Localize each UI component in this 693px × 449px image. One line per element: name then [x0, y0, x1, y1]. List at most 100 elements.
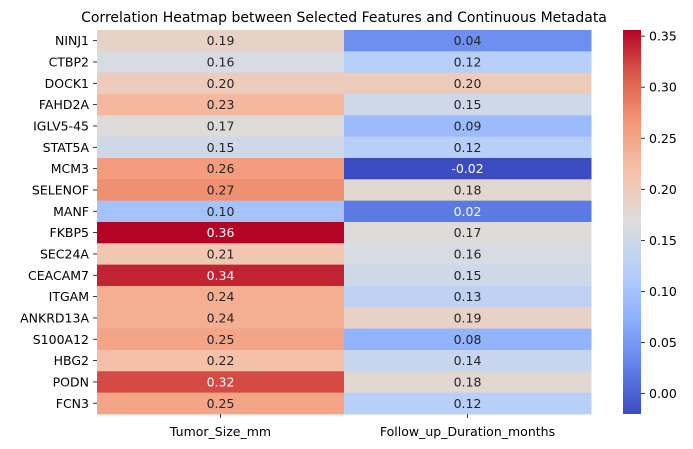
row-label: ANKRD13A — [20, 310, 89, 325]
chart-title: Correlation Heatmap between Selected Fea… — [81, 10, 607, 26]
row-label: CEACAM7 — [28, 268, 89, 283]
heatmap-cell — [344, 136, 592, 159]
cell-value-label: 0.13 — [454, 289, 482, 304]
colorbar-tick-label: 0.10 — [649, 284, 677, 299]
colorbar-tick-label: 0.35 — [649, 29, 677, 44]
heatmap-cell — [97, 371, 345, 394]
heatmap-cell — [97, 200, 345, 223]
cell-value-label: 0.12 — [454, 54, 482, 69]
cell-value-label: 0.04 — [454, 33, 482, 48]
column-label: Tumor_Size_mm — [169, 424, 271, 439]
cell-value-label: 0.08 — [454, 332, 482, 347]
heatmap-cell — [344, 115, 592, 138]
cell-value-label: -0.02 — [451, 161, 483, 176]
row-label: CTBP2 — [49, 54, 89, 69]
row-label: PODN — [53, 374, 89, 389]
heatmap-cell — [97, 392, 345, 415]
row-label: SELENOF — [32, 182, 89, 197]
heatmap-cell — [97, 349, 345, 372]
cell-value-label: 0.25 — [207, 332, 235, 347]
cell-value-label: 0.19 — [454, 310, 482, 325]
row-label: NINJ1 — [55, 33, 89, 48]
heatmap-cell — [344, 221, 592, 244]
heatmap-cell — [344, 157, 592, 180]
row-label: MCM3 — [51, 161, 89, 176]
cell-value-label: 0.16 — [207, 54, 235, 69]
heatmap-cell — [97, 179, 345, 202]
cell-value-label: 0.36 — [207, 225, 235, 240]
colorbar-tick-label: 0.15 — [649, 233, 677, 248]
heatmap-cell — [344, 200, 592, 223]
row-label: FCN3 — [56, 396, 89, 411]
cell-value-label: 0.17 — [207, 118, 235, 133]
row-label: STAT5A — [43, 140, 90, 155]
heatmap-cell — [344, 51, 592, 74]
row-label: DOCK1 — [45, 76, 89, 91]
row-labels: NINJ1 CTBP2 DOCK1 FAHD2A IGLV5-45 STAT5A MCM3 S… — [20, 33, 97, 411]
colorbar-bar — [623, 30, 641, 414]
heatmap-cell — [97, 264, 345, 287]
heatmap-cell — [344, 285, 592, 308]
row-label: SEC24A — [40, 246, 89, 261]
colorbar-tick-label: 0.00 — [649, 386, 677, 401]
column-label: Follow_up_Duration_months — [380, 424, 555, 439]
heatmap-cell — [97, 221, 345, 244]
colorbar-tick-label: 0.30 — [649, 80, 677, 95]
cell-value-label: 0.22 — [207, 353, 235, 368]
cell-value-label: 0.15 — [207, 140, 235, 155]
heatmap-cell — [344, 328, 592, 351]
colorbar-tick-label: 0.25 — [649, 131, 677, 146]
cell-value-label: 0.24 — [207, 310, 235, 325]
heatmap-cell — [97, 51, 345, 74]
heatmap-cell — [344, 30, 592, 52]
row-label: S100A12 — [33, 332, 89, 347]
cell-value-label: 0.14 — [454, 353, 482, 368]
cell-value-label: 0.20 — [207, 76, 235, 91]
heatmap-cell — [97, 243, 345, 266]
row-label: HBG2 — [54, 353, 89, 368]
cell-value-label: 0.34 — [207, 268, 235, 283]
cell-value-label: 0.27 — [207, 182, 235, 197]
cell-value-label: 0.23 — [207, 97, 235, 112]
cell-value-label: 0.15 — [454, 268, 482, 283]
heatmap-cell — [97, 328, 345, 351]
cell-value-label: 0.26 — [207, 161, 235, 176]
cell-value-label: 0.02 — [454, 204, 482, 219]
cell-value-label: 0.21 — [207, 246, 235, 261]
colorbar-tick-label: 0.05 — [649, 335, 677, 350]
cell-value-label: 0.24 — [207, 289, 235, 304]
cell-value-label: 0.15 — [454, 97, 482, 112]
heatmap-cell — [344, 371, 592, 394]
heatmap-cell — [344, 349, 592, 372]
cell-value-label: 0.25 — [207, 396, 235, 411]
heatmap-cell — [97, 136, 345, 159]
cell-value-label: 0.18 — [454, 182, 482, 197]
colorbar-ticks: 0.00 0.05 0.10 0.15 0.20 0.25 0.30 0.35 — [641, 29, 677, 401]
heatmap-cell — [344, 243, 592, 266]
heatmap-cell — [97, 30, 345, 52]
heatmap-cell — [97, 157, 345, 180]
cell-value-label: 0.32 — [207, 374, 235, 389]
cell-value-label: 0.17 — [454, 225, 482, 240]
heatmap-cell — [344, 264, 592, 287]
heatmap-cell — [97, 307, 345, 330]
row-label: FKBP5 — [50, 225, 89, 240]
row-label: IGLV5-45 — [33, 118, 89, 133]
cell-value-label: 0.10 — [207, 204, 235, 219]
row-label: FAHD2A — [39, 97, 90, 112]
colorbar-tick-label: 0.20 — [649, 182, 677, 197]
heatmap-cell — [344, 307, 592, 330]
heatmap-cell — [344, 72, 592, 95]
column-labels: Tumor_Size_mm Follow_up_Duration_months — [169, 413, 555, 439]
colorbar: 0.00 0.05 0.10 0.15 0.20 0.25 0.30 0.35 — [623, 29, 677, 414]
cell-value-label: 0.16 — [454, 246, 482, 261]
cell-value-label: 0.20 — [454, 76, 482, 91]
heatmap-cell — [97, 285, 345, 308]
row-label: ITGAM — [49, 289, 89, 304]
heatmap-cell — [97, 93, 345, 116]
heatmap-cell — [344, 179, 592, 202]
heatmap-cell — [97, 115, 345, 138]
cell-value-label: 0.19 — [207, 33, 235, 48]
cell-value-label: 0.12 — [454, 140, 482, 155]
